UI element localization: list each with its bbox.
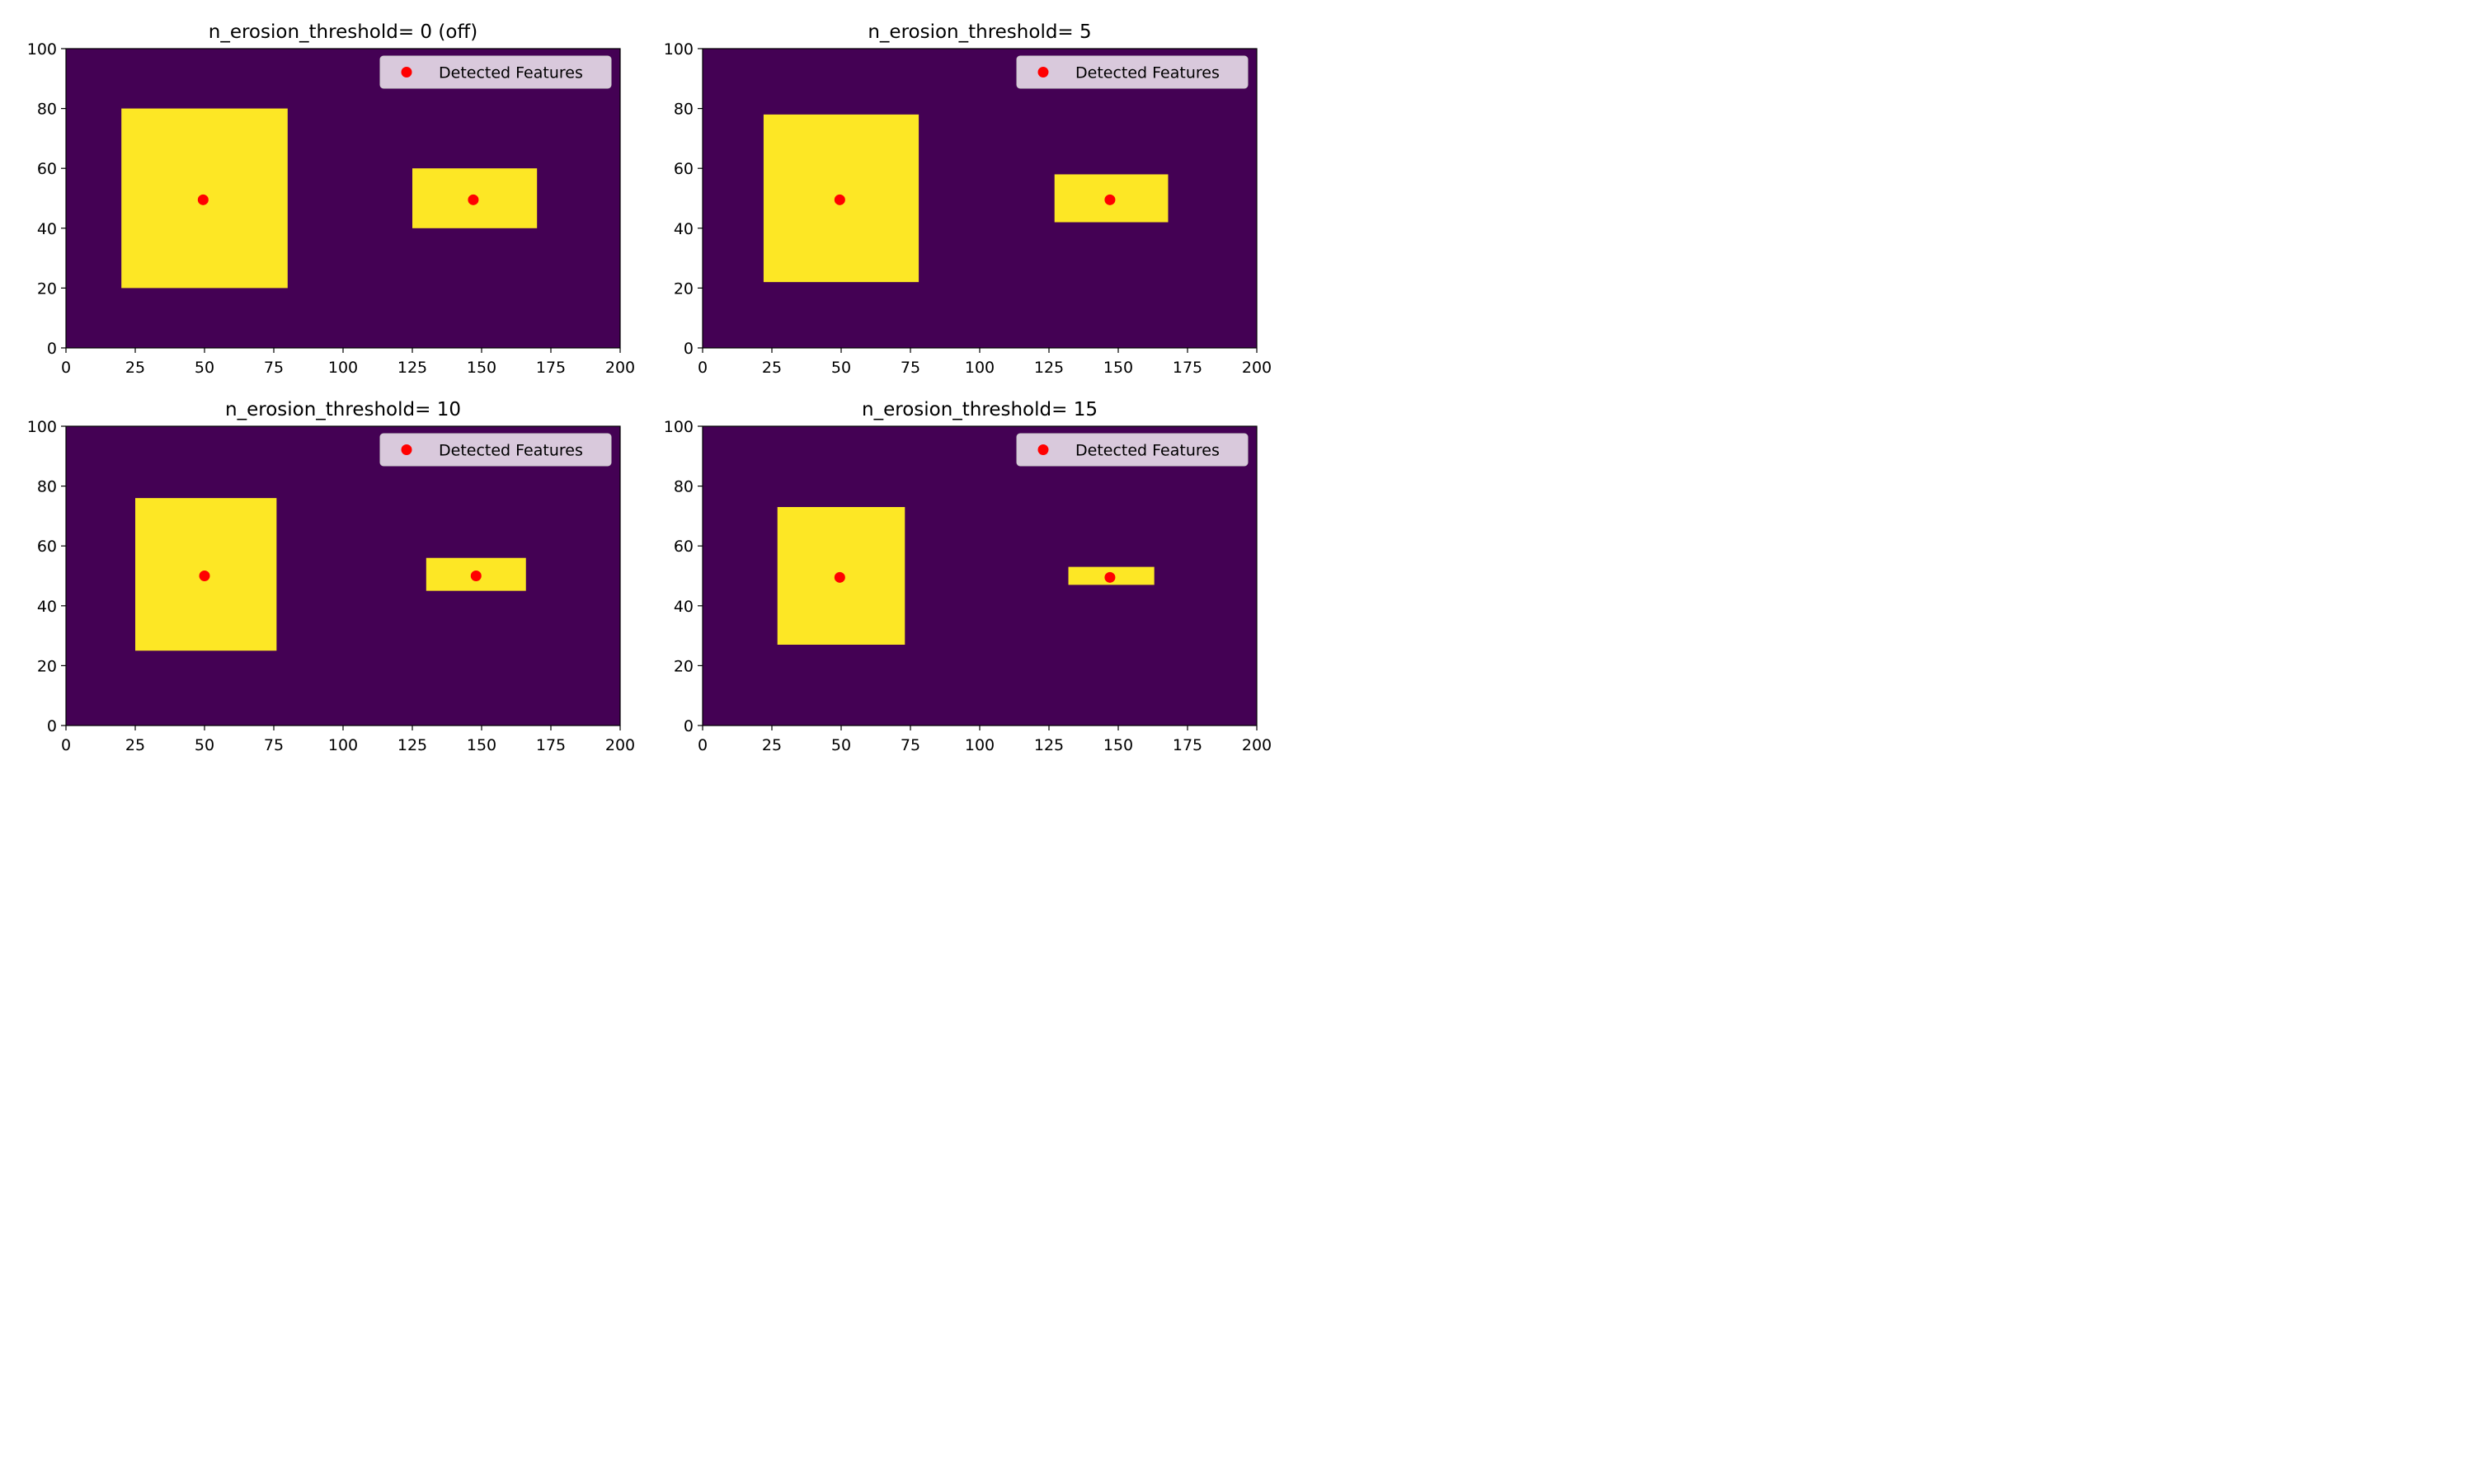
y-tick-label: 40 xyxy=(37,598,57,616)
detected-feature-point-1 xyxy=(834,194,845,205)
subplot-title: n_erosion_threshold= 10 xyxy=(225,399,461,420)
x-tick-label: 0 xyxy=(61,359,71,377)
x-tick-label: 125 xyxy=(397,736,427,754)
x-tick-label: 100 xyxy=(965,359,995,377)
legend-box xyxy=(379,433,612,467)
y-tick-label: 60 xyxy=(674,160,694,178)
detected-feature-point-2 xyxy=(468,194,479,205)
x-tick-label: 100 xyxy=(965,736,995,754)
detected-feature-point-1 xyxy=(197,194,209,205)
y-tick-label: 0 xyxy=(684,717,694,735)
legend: Detected Features xyxy=(1016,55,1249,89)
y-tick-label: 100 xyxy=(664,40,694,59)
x-tick-label: 200 xyxy=(1242,359,1272,377)
figure: 0 25 50 75 100 125 150 175 200020406080100n_eros… xyxy=(27,21,1272,754)
detected-feature-point-1 xyxy=(834,571,845,583)
y-tick-label: 0 xyxy=(684,340,694,358)
x-tick-label: 200 xyxy=(605,736,635,754)
y-tick-label: 20 xyxy=(674,279,694,298)
y-tick-label: 100 xyxy=(664,418,694,436)
legend-label: Detected Features xyxy=(1075,442,1220,460)
legend-box xyxy=(379,55,612,89)
x-tick-label: 25 xyxy=(125,736,145,754)
x-tick-label: 75 xyxy=(264,359,284,377)
x-tick-label: 0 xyxy=(698,736,708,754)
subplot-title: n_erosion_threshold= 5 xyxy=(868,21,1091,43)
legend-label: Detected Features xyxy=(439,64,583,82)
y-tick-label: 80 xyxy=(674,101,694,119)
y-tick-label: 80 xyxy=(37,478,57,496)
legend: Detected Features xyxy=(1016,433,1249,467)
y-tick-label: 40 xyxy=(674,598,694,616)
subplot-4: 0 25 50 75 100 125 150 175 200 0 20 40 60 80 100 n_eros… xyxy=(664,399,1272,754)
detected-feature-point-1 xyxy=(199,571,210,581)
x-tick-label: 175 xyxy=(536,359,566,377)
subplot-2: 0 25 50 75 100 125 150 175 200 0 20 40 60 80 100 n_eros… xyxy=(664,21,1272,377)
legend-marker-icon xyxy=(1037,444,1049,455)
subplot-1: 0 25 50 75 100 125 150 175 200 0 20 40 60 80 100 n_eros… xyxy=(27,21,635,377)
x-tick-label: 200 xyxy=(1242,736,1272,754)
x-tick-label: 25 xyxy=(762,736,782,754)
y-tick-label: 20 xyxy=(674,657,694,675)
x-tick-label: 25 xyxy=(125,359,145,377)
x-tick-label: 150 xyxy=(1103,736,1133,754)
y-tick-label: 60 xyxy=(37,160,57,178)
legend-label: Detected Features xyxy=(439,442,583,460)
y-tick-label: 20 xyxy=(37,657,57,675)
x-tick-label: 50 xyxy=(831,359,851,377)
x-tick-label: 175 xyxy=(1173,736,1202,754)
y-tick-label: 0 xyxy=(47,717,57,735)
x-tick-label: 50 xyxy=(195,359,214,377)
x-tick-label: 100 xyxy=(328,359,358,377)
detected-feature-point-2 xyxy=(1104,194,1116,205)
y-tick-label: 80 xyxy=(674,478,694,496)
subplot-title: n_erosion_threshold= 15 xyxy=(862,399,1098,420)
detected-feature-point-2 xyxy=(470,571,482,581)
legend-box xyxy=(1016,55,1249,89)
x-tick-label: 150 xyxy=(1103,359,1133,377)
legend: Detected Features xyxy=(379,433,612,467)
y-tick-label: 60 xyxy=(674,538,694,556)
legend-label: Detected Features xyxy=(1075,64,1220,82)
subplot-3: 0 25 50 75 100 125 150 175 200 0 20 40 60 80 100 n_eros… xyxy=(27,399,635,754)
y-tick-label: 20 xyxy=(37,279,57,298)
legend-marker-icon xyxy=(401,444,412,455)
y-tick-label: 40 xyxy=(674,220,694,238)
x-tick-label: 75 xyxy=(264,736,284,754)
subplot-title: n_erosion_threshold= 0 (off) xyxy=(209,21,477,43)
x-tick-label: 150 xyxy=(467,359,496,377)
x-tick-label: 100 xyxy=(328,736,358,754)
y-tick-label: 60 xyxy=(37,538,57,556)
x-tick-label: 0 xyxy=(61,736,71,754)
x-tick-label: 75 xyxy=(901,359,920,377)
y-tick-label: 0 xyxy=(47,340,57,358)
x-tick-label: 175 xyxy=(1173,359,1202,377)
x-tick-label: 200 xyxy=(605,359,635,377)
y-tick-label: 40 xyxy=(37,220,57,238)
x-tick-label: 50 xyxy=(195,736,214,754)
y-tick-label: 100 xyxy=(27,418,57,436)
x-tick-label: 150 xyxy=(467,736,496,754)
y-tick-label: 100 xyxy=(27,40,57,59)
x-tick-label: 125 xyxy=(397,359,427,377)
legend-marker-icon xyxy=(401,67,412,77)
y-tick-label: 80 xyxy=(37,101,57,119)
x-tick-label: 125 xyxy=(1034,359,1064,377)
legend: Detected Features xyxy=(379,55,612,89)
x-tick-label: 50 xyxy=(831,736,851,754)
x-tick-label: 0 xyxy=(698,359,708,377)
x-tick-label: 175 xyxy=(536,736,566,754)
x-tick-label: 125 xyxy=(1034,736,1064,754)
x-tick-label: 25 xyxy=(762,359,782,377)
legend-marker-icon xyxy=(1037,67,1049,77)
detected-feature-point-2 xyxy=(1104,571,1116,583)
x-tick-label: 75 xyxy=(901,736,920,754)
legend-box xyxy=(1016,433,1249,467)
